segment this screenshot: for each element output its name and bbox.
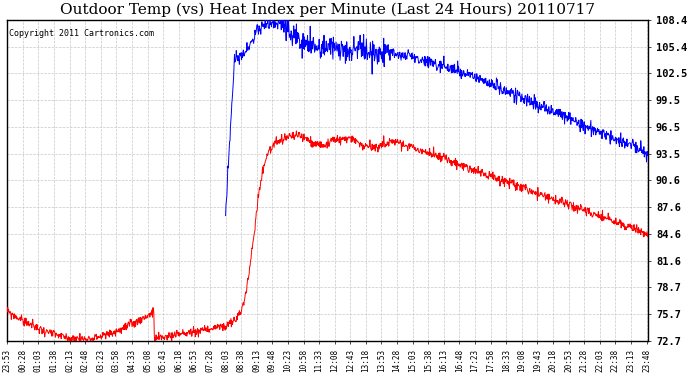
Text: Copyright 2011 Cartronics.com: Copyright 2011 Cartronics.com	[8, 29, 154, 38]
Title: Outdoor Temp (vs) Heat Index per Minute (Last 24 Hours) 20110717: Outdoor Temp (vs) Heat Index per Minute …	[60, 3, 595, 17]
